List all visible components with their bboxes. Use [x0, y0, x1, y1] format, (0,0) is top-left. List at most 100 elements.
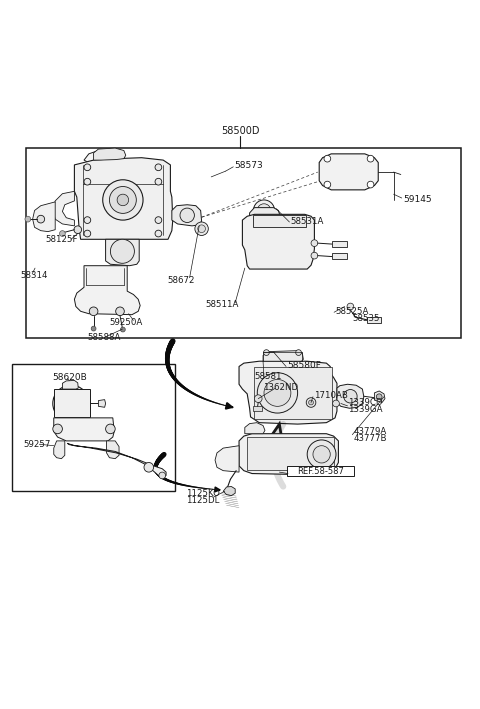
- Text: 58672: 58672: [167, 276, 194, 284]
- Bar: [247, 437, 334, 469]
- Polygon shape: [54, 418, 114, 441]
- Text: 43779A: 43779A: [353, 427, 386, 436]
- Circle shape: [155, 230, 162, 237]
- Polygon shape: [98, 400, 106, 407]
- Circle shape: [106, 424, 115, 434]
- Circle shape: [159, 472, 166, 479]
- Ellipse shape: [336, 164, 361, 180]
- Polygon shape: [84, 150, 125, 165]
- Text: 58531A: 58531A: [290, 216, 324, 225]
- Polygon shape: [374, 391, 385, 403]
- Circle shape: [264, 379, 291, 406]
- Polygon shape: [215, 446, 239, 472]
- Circle shape: [311, 240, 318, 247]
- Polygon shape: [67, 443, 166, 477]
- Circle shape: [116, 307, 124, 316]
- Circle shape: [257, 373, 298, 413]
- Polygon shape: [245, 423, 265, 434]
- Circle shape: [309, 400, 313, 405]
- Circle shape: [324, 155, 331, 162]
- Circle shape: [253, 200, 275, 221]
- Circle shape: [264, 350, 269, 355]
- Circle shape: [37, 216, 45, 223]
- Bar: [287, 467, 354, 476]
- Text: 59250A: 59250A: [109, 318, 143, 327]
- Bar: [332, 241, 347, 247]
- Text: 58511A: 58511A: [205, 300, 239, 309]
- Text: 58588A: 58588A: [87, 333, 121, 342]
- Polygon shape: [250, 208, 280, 226]
- Text: 58620B: 58620B: [52, 372, 86, 381]
- Circle shape: [155, 179, 162, 185]
- Circle shape: [376, 394, 382, 400]
- Circle shape: [257, 203, 271, 217]
- Bar: [253, 406, 262, 411]
- Polygon shape: [54, 441, 65, 459]
- Text: 1710AB: 1710AB: [314, 391, 348, 400]
- Circle shape: [103, 180, 143, 220]
- Circle shape: [254, 395, 262, 403]
- Circle shape: [347, 303, 354, 310]
- Text: 58525A: 58525A: [335, 307, 369, 316]
- Text: 58581: 58581: [254, 372, 282, 381]
- Circle shape: [144, 462, 154, 472]
- Circle shape: [60, 230, 65, 236]
- Text: 1362ND: 1362ND: [263, 383, 298, 391]
- Polygon shape: [319, 154, 378, 190]
- Text: 58580F: 58580F: [287, 361, 321, 369]
- Bar: [54, 389, 90, 417]
- Circle shape: [53, 385, 89, 422]
- Polygon shape: [106, 240, 139, 266]
- Text: 1339CD: 1339CD: [348, 398, 383, 407]
- Circle shape: [324, 182, 331, 188]
- Polygon shape: [33, 202, 55, 232]
- Bar: [367, 317, 381, 323]
- Text: 43777B: 43777B: [353, 434, 387, 443]
- Bar: [254, 367, 332, 419]
- Circle shape: [344, 389, 357, 403]
- Circle shape: [120, 327, 125, 332]
- Polygon shape: [172, 205, 202, 226]
- Circle shape: [367, 182, 374, 188]
- Circle shape: [74, 226, 82, 233]
- Polygon shape: [239, 434, 338, 474]
- Circle shape: [117, 194, 129, 206]
- Polygon shape: [94, 148, 126, 160]
- Text: 58125F: 58125F: [46, 235, 78, 244]
- Circle shape: [296, 350, 301, 355]
- Polygon shape: [263, 351, 303, 361]
- Bar: [253, 215, 306, 228]
- Circle shape: [53, 424, 62, 434]
- Text: 58535: 58535: [353, 314, 380, 323]
- Circle shape: [306, 398, 316, 407]
- Circle shape: [84, 230, 91, 237]
- Circle shape: [91, 326, 96, 331]
- Circle shape: [195, 222, 208, 235]
- Ellipse shape: [332, 160, 366, 184]
- Polygon shape: [62, 381, 78, 389]
- Circle shape: [66, 398, 76, 408]
- Text: 58314: 58314: [20, 272, 48, 280]
- Circle shape: [155, 217, 162, 223]
- Circle shape: [307, 440, 336, 469]
- Circle shape: [313, 446, 330, 463]
- Polygon shape: [107, 441, 119, 459]
- Polygon shape: [74, 157, 173, 240]
- Circle shape: [84, 217, 91, 223]
- Circle shape: [60, 393, 82, 414]
- Polygon shape: [53, 191, 74, 226]
- Polygon shape: [239, 361, 337, 424]
- Text: 59257: 59257: [23, 440, 50, 449]
- Text: 59145: 59145: [403, 196, 432, 204]
- Text: 1339GA: 1339GA: [348, 406, 383, 414]
- Circle shape: [333, 400, 339, 407]
- Bar: [332, 253, 347, 259]
- Circle shape: [155, 164, 162, 171]
- Polygon shape: [74, 266, 140, 315]
- Circle shape: [84, 164, 91, 171]
- Text: 58573: 58573: [234, 161, 263, 170]
- Text: 1125DL: 1125DL: [186, 496, 220, 505]
- Text: 1125KO: 1125KO: [186, 489, 220, 498]
- Bar: [12, 364, 175, 491]
- Text: REF.58-587: REF.58-587: [297, 467, 344, 476]
